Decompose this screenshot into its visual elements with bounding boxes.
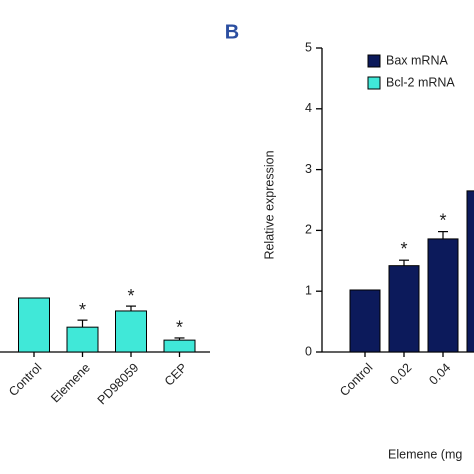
x-axis-label: Elemene (mg (388, 447, 462, 461)
legend-swatch (367, 54, 381, 68)
bar (163, 339, 196, 353)
bar (427, 238, 459, 353)
y-tick-label: 4 (305, 101, 312, 115)
significance-mark: * (400, 239, 407, 259)
y-tick-label: 5 (305, 40, 312, 54)
significance-mark: * (127, 286, 134, 306)
x-tick-label: CEP (162, 361, 190, 389)
legend-label: Bcl-2 mRNA (386, 75, 455, 89)
x-tick-label: Control (6, 361, 44, 399)
y-tick-label: 1 (305, 283, 312, 297)
bar (115, 310, 147, 353)
x-tick-label: 0.04 (426, 361, 453, 388)
significance-mark: * (79, 300, 86, 320)
y-tick-label: 2 (305, 223, 312, 237)
bar (18, 297, 50, 353)
legend-swatch (367, 76, 381, 90)
bar (66, 326, 99, 353)
x-tick-label: Control (337, 361, 375, 399)
bar (349, 289, 381, 353)
x-tick-label: PD98059 (95, 361, 142, 408)
x-tick-label: 0.02 (387, 361, 414, 388)
significance-mark: * (439, 210, 446, 230)
bar (388, 265, 420, 353)
y-tick-label: 0 (305, 344, 312, 358)
significance-mark: * (176, 318, 183, 338)
y-axis-label: Relative expression (262, 150, 276, 259)
y-tick-label: 3 (305, 162, 312, 176)
bar (466, 190, 474, 353)
legend-label: Bax mRNA (386, 53, 448, 67)
x-tick-label: Elemene (48, 361, 93, 406)
panel-label: B (225, 21, 239, 43)
